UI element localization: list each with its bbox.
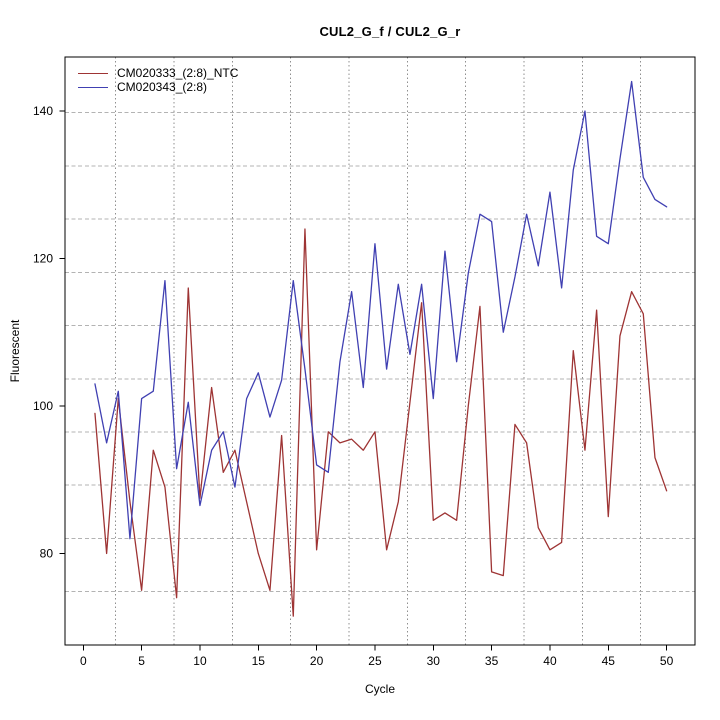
legend-item-sample: CM020343_(2:8) xyxy=(78,79,238,94)
x-tick-label: 10 xyxy=(193,654,207,668)
x-tick-label: 40 xyxy=(543,654,557,668)
gridlines xyxy=(65,57,695,645)
legend-item-ntc: CM020333_(2:8)_NTC xyxy=(78,65,239,80)
y-tick-label: 140 xyxy=(33,104,53,118)
tick-labels: 0 5 10 15 20 25 30 35 40 45 50 80 100 120 140 xyxy=(33,104,674,668)
x-tick-label: 5 xyxy=(138,654,145,668)
y-tick-label: 100 xyxy=(33,399,53,413)
y-axis-label: Fluorescent xyxy=(8,319,22,383)
y-tick-label: 80 xyxy=(40,546,54,560)
x-tick-label: 30 xyxy=(427,654,441,668)
x-tick-label: 45 xyxy=(602,654,616,668)
legend: CM020333_(2:8)_NTC CM020343_(2:8) xyxy=(78,65,239,94)
series-line-ntc-red xyxy=(94,228,668,617)
series-line-sample-blue xyxy=(94,80,668,540)
x-tick-label: 20 xyxy=(310,654,324,668)
legend-line-blue xyxy=(78,87,108,89)
legend-label-sample: CM020343_(2:8) xyxy=(117,79,208,94)
x-axis-label: Cycle xyxy=(364,682,396,696)
x-tick-label: 25 xyxy=(368,654,382,668)
axes xyxy=(59,56,696,651)
x-tick-label: 35 xyxy=(485,654,499,668)
plot-border xyxy=(64,56,696,646)
chart-title-text: CUL2_G_f / CUL2_G_r xyxy=(319,24,461,39)
x-tick-label: 50 xyxy=(660,654,674,668)
x-tick-label: 15 xyxy=(252,654,266,668)
chart-title: CUL2_G_f / CUL2_G_r xyxy=(0,24,720,39)
y-tick-label: 120 xyxy=(33,251,53,265)
legend-line-red xyxy=(78,73,108,75)
legend-label-ntc: CM020333_(2:8)_NTC xyxy=(117,65,239,80)
x-tick-label: 0 xyxy=(80,654,87,668)
